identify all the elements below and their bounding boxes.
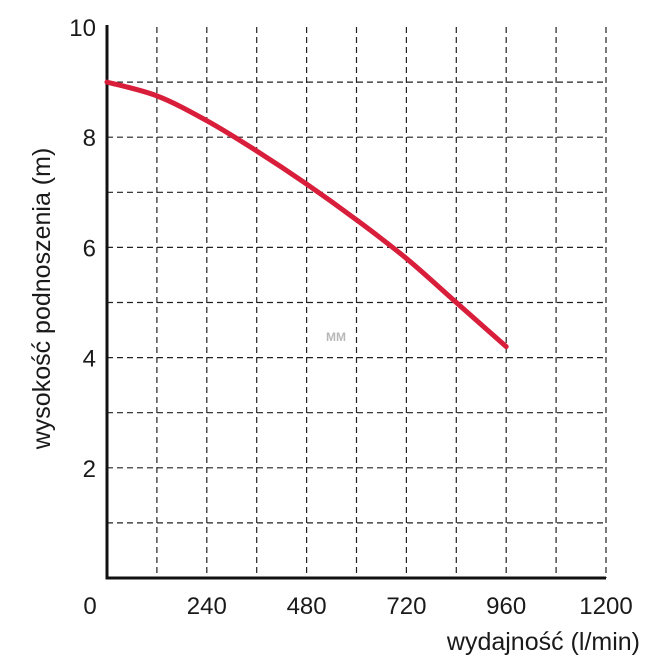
x-tick-labels: 0 240 480 720 960 1200 <box>83 593 632 620</box>
x-tick-label: 720 <box>386 593 426 620</box>
y-tick-label: 2 <box>83 456 96 483</box>
x-tick-label: 1200 <box>579 593 632 620</box>
y-tick-label: 10 <box>69 15 96 42</box>
x-tick-label: 960 <box>486 593 526 620</box>
x-tick-label: 0 <box>83 593 96 620</box>
axes <box>105 25 606 580</box>
x-axis-title: wydajność (l/min) <box>446 628 640 656</box>
watermark: MM <box>326 330 346 344</box>
x-tick-label: 480 <box>287 593 327 620</box>
y-tick-label: 4 <box>83 346 96 373</box>
x-tick-label: 240 <box>187 593 227 620</box>
y-tick-label: 6 <box>83 235 96 262</box>
y-tick-label: 8 <box>83 125 96 152</box>
y-tick-labels: 2 4 6 8 10 <box>69 15 96 483</box>
series-line <box>104 79 509 350</box>
series <box>104 79 509 350</box>
y-axis-title: wysokość podnoszenia (m) <box>28 148 56 451</box>
